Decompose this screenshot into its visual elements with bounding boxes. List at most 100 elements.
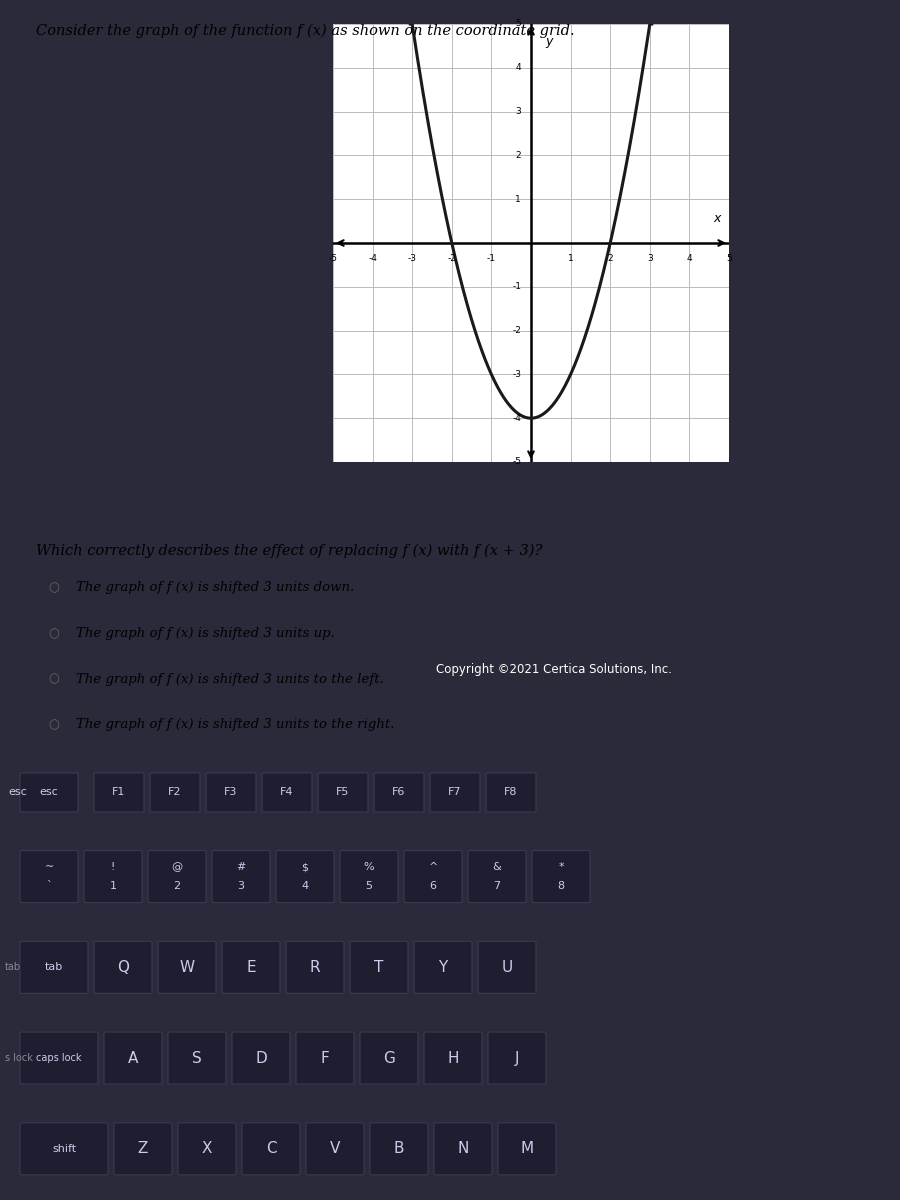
Text: -3: -3 xyxy=(512,370,521,379)
FancyBboxPatch shape xyxy=(158,941,216,994)
FancyBboxPatch shape xyxy=(478,941,536,994)
Text: S: S xyxy=(192,1050,202,1066)
Text: Consider the graph of the function f (x) as shown on the coordinate grid.: Consider the graph of the function f (x)… xyxy=(36,24,574,38)
Text: F1: F1 xyxy=(112,787,126,798)
Text: 2: 2 xyxy=(608,254,613,263)
Text: -2: -2 xyxy=(447,254,456,263)
FancyBboxPatch shape xyxy=(296,1032,354,1084)
Text: 5: 5 xyxy=(365,881,373,890)
Text: R: R xyxy=(310,960,320,974)
FancyBboxPatch shape xyxy=(414,941,472,994)
Text: -4: -4 xyxy=(368,254,377,263)
Text: 4: 4 xyxy=(687,254,692,263)
Text: -2: -2 xyxy=(512,326,521,335)
Text: $: $ xyxy=(302,863,309,872)
Text: #: # xyxy=(237,863,246,872)
FancyBboxPatch shape xyxy=(488,1032,546,1084)
Text: The graph of f (x) is shifted 3 units to the right.: The graph of f (x) is shifted 3 units to… xyxy=(76,719,395,731)
Text: tab: tab xyxy=(45,962,63,972)
Text: 5: 5 xyxy=(726,254,732,263)
Text: -5: -5 xyxy=(512,457,521,467)
Text: F4: F4 xyxy=(280,787,293,798)
Text: 8: 8 xyxy=(557,881,564,890)
Text: 1: 1 xyxy=(568,254,573,263)
Text: y: y xyxy=(544,35,553,48)
Text: @: @ xyxy=(171,863,183,872)
FancyBboxPatch shape xyxy=(84,851,142,902)
Text: -1: -1 xyxy=(487,254,496,263)
FancyBboxPatch shape xyxy=(374,773,424,812)
FancyBboxPatch shape xyxy=(20,773,78,812)
FancyBboxPatch shape xyxy=(350,941,408,994)
Text: *: * xyxy=(558,863,563,872)
Text: 3: 3 xyxy=(238,881,245,890)
FancyBboxPatch shape xyxy=(276,851,334,902)
FancyBboxPatch shape xyxy=(242,1123,300,1175)
Text: 5: 5 xyxy=(516,19,521,29)
FancyBboxPatch shape xyxy=(150,773,200,812)
Text: 2: 2 xyxy=(516,151,521,160)
Text: X: X xyxy=(202,1141,212,1157)
Text: U: U xyxy=(501,960,513,974)
Text: The graph of f (x) is shifted 3 units up.: The graph of f (x) is shifted 3 units up… xyxy=(76,628,336,640)
Text: D: D xyxy=(255,1050,267,1066)
Text: F5: F5 xyxy=(337,787,350,798)
FancyBboxPatch shape xyxy=(360,1032,418,1084)
FancyBboxPatch shape xyxy=(370,1123,428,1175)
Text: A: A xyxy=(128,1050,139,1066)
FancyBboxPatch shape xyxy=(178,1123,236,1175)
Text: J: J xyxy=(515,1050,519,1066)
Text: Copyright ©2021 Certica Solutions, Inc.: Copyright ©2021 Certica Solutions, Inc. xyxy=(436,662,671,676)
Text: ^: ^ xyxy=(428,863,437,872)
Text: Y: Y xyxy=(438,960,447,974)
Text: F7: F7 xyxy=(448,787,462,798)
FancyBboxPatch shape xyxy=(94,941,152,994)
Text: 6: 6 xyxy=(429,881,436,890)
Text: The graph of f (x) is shifted 3 units down.: The graph of f (x) is shifted 3 units do… xyxy=(76,582,355,594)
FancyBboxPatch shape xyxy=(404,851,462,902)
Text: `: ` xyxy=(46,881,52,890)
Text: s lock: s lock xyxy=(5,1054,33,1063)
FancyBboxPatch shape xyxy=(148,851,206,902)
Text: 3: 3 xyxy=(516,107,521,116)
Text: %: % xyxy=(364,863,374,872)
FancyBboxPatch shape xyxy=(94,773,144,812)
Text: F8: F8 xyxy=(504,787,518,798)
Text: 1: 1 xyxy=(516,194,521,204)
Text: T: T xyxy=(374,960,383,974)
Text: Q: Q xyxy=(117,960,129,974)
FancyBboxPatch shape xyxy=(20,1032,98,1084)
Text: 4: 4 xyxy=(302,881,309,890)
Text: x: x xyxy=(714,212,721,226)
FancyBboxPatch shape xyxy=(532,851,590,902)
Text: ○: ○ xyxy=(49,719,59,731)
Text: N: N xyxy=(457,1141,469,1157)
FancyBboxPatch shape xyxy=(306,1123,364,1175)
FancyBboxPatch shape xyxy=(430,773,480,812)
Text: Which correctly describes the effect of replacing f (x) with f (x + 3)?: Which correctly describes the effect of … xyxy=(36,544,543,558)
FancyBboxPatch shape xyxy=(262,773,312,812)
Text: E: E xyxy=(247,960,256,974)
Text: V: V xyxy=(329,1141,340,1157)
Text: 7: 7 xyxy=(493,881,500,890)
FancyBboxPatch shape xyxy=(212,851,270,902)
FancyBboxPatch shape xyxy=(222,941,280,994)
FancyBboxPatch shape xyxy=(20,941,88,994)
FancyBboxPatch shape xyxy=(318,773,368,812)
Text: M: M xyxy=(520,1141,534,1157)
FancyBboxPatch shape xyxy=(168,1032,226,1084)
Text: -5: -5 xyxy=(328,254,338,263)
Text: ○: ○ xyxy=(49,582,59,594)
FancyBboxPatch shape xyxy=(340,851,398,902)
FancyBboxPatch shape xyxy=(114,1123,172,1175)
FancyBboxPatch shape xyxy=(498,1123,556,1175)
FancyBboxPatch shape xyxy=(232,1032,290,1084)
Text: -4: -4 xyxy=(512,414,521,422)
Text: H: H xyxy=(447,1050,459,1066)
FancyBboxPatch shape xyxy=(468,851,526,902)
FancyBboxPatch shape xyxy=(434,1123,492,1175)
FancyBboxPatch shape xyxy=(20,851,78,902)
Text: 4: 4 xyxy=(516,64,521,72)
Text: shift: shift xyxy=(52,1144,76,1154)
Text: F: F xyxy=(320,1050,329,1066)
